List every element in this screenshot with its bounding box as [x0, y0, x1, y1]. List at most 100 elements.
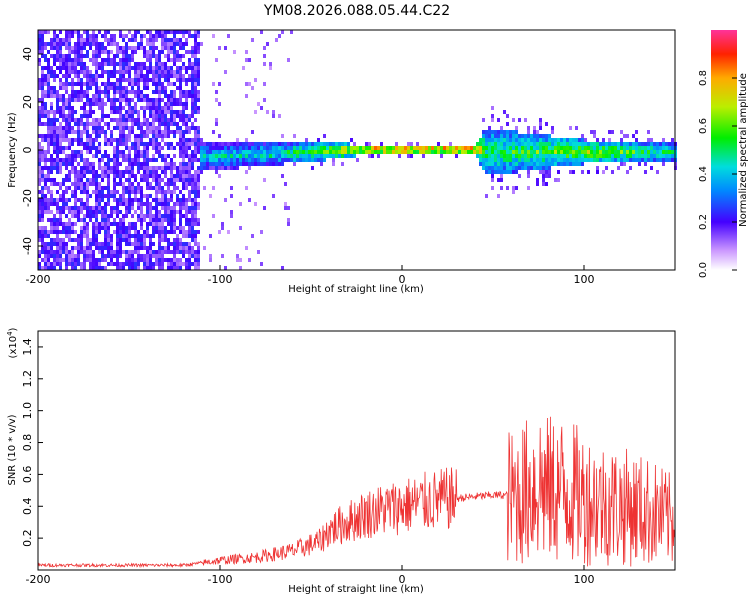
heat-cell: [65, 98, 68, 102]
heat-cell: [332, 162, 335, 166]
heat-cell: [551, 126, 554, 130]
heat-cell: [59, 50, 62, 54]
heat-cell: [311, 166, 314, 170]
heat-cell: [164, 70, 167, 74]
heat-cell: [218, 134, 221, 138]
heat-cell: [56, 158, 59, 162]
heat-cell: [89, 194, 92, 198]
heat-cell: [257, 146, 260, 150]
heat-cell: [71, 226, 74, 230]
heat-cell: [137, 158, 140, 162]
heat-cell: [119, 126, 122, 130]
heat-cell: [110, 258, 113, 262]
heat-cell: [449, 150, 452, 154]
heat-cell: [146, 266, 149, 270]
heat-cell: [653, 150, 656, 154]
heat-cell: [134, 198, 137, 202]
heat-cell: [71, 110, 74, 114]
heat-cell: [56, 166, 59, 170]
heat-cell: [143, 170, 146, 174]
heat-cell: [83, 66, 86, 70]
heat-cell: [137, 134, 140, 138]
heat-cell: [95, 190, 98, 194]
heat-cell: [488, 142, 491, 146]
heat-cell: [266, 42, 269, 46]
heat-cell: [188, 118, 191, 122]
heat-cell: [173, 250, 176, 254]
heat-cell: [203, 150, 206, 154]
heat-cell: [656, 142, 659, 146]
heat-cell: [263, 54, 266, 58]
heat-cell: [194, 58, 197, 62]
heat-cell: [122, 266, 125, 270]
heat-cell: [158, 70, 161, 74]
heat-cell: [119, 242, 122, 246]
heat-cell: [92, 250, 95, 254]
heat-cell: [173, 178, 176, 182]
heat-cell: [47, 86, 50, 90]
heat-cell: [95, 78, 98, 82]
heat-cell: [86, 42, 89, 46]
heat-cell: [68, 110, 71, 114]
heat-cell: [146, 222, 149, 226]
heat-cell: [146, 182, 149, 186]
heat-cell: [128, 254, 131, 258]
heat-cell: [275, 38, 278, 42]
heat-cell: [227, 34, 230, 38]
heat-cell: [113, 54, 116, 58]
heat-cell: [119, 198, 122, 202]
heat-cell: [194, 214, 197, 218]
heat-cell: [578, 158, 581, 162]
heat-cell: [170, 98, 173, 102]
heat-cell: [98, 190, 101, 194]
heat-cell: [485, 138, 488, 142]
heat-cell: [452, 150, 455, 154]
heat-cell: [107, 242, 110, 246]
heat-cell: [113, 222, 116, 226]
heat-cell: [488, 130, 491, 134]
heat-cell: [38, 178, 41, 182]
heat-cell: [113, 254, 116, 258]
heat-cell: [77, 182, 80, 186]
heat-cell: [668, 150, 671, 154]
heat-cell: [83, 110, 86, 114]
heat-cell: [500, 150, 503, 154]
heat-cell: [80, 42, 83, 46]
heat-cell: [155, 106, 158, 110]
heat-cell: [185, 126, 188, 130]
heat-cell: [149, 62, 152, 66]
heat-cell: [167, 50, 170, 54]
heat-cell: [83, 142, 86, 146]
heat-cell: [131, 262, 134, 266]
heat-cell: [617, 146, 620, 150]
heat-cell: [149, 70, 152, 74]
heat-cell: [446, 150, 449, 154]
heat-cell: [146, 246, 149, 250]
heat-cell: [143, 98, 146, 102]
heat-cell: [152, 234, 155, 238]
heat-cell: [251, 38, 254, 42]
heat-cell: [131, 126, 134, 130]
heat-cell: [53, 202, 56, 206]
heat-cell: [98, 146, 101, 150]
heat-cell: [191, 230, 194, 234]
heat-cell: [158, 102, 161, 106]
heat-cell: [47, 218, 50, 222]
heat-cell: [158, 186, 161, 190]
heat-cell: [302, 154, 305, 158]
heat-cell: [176, 114, 179, 118]
heat-cell: [101, 126, 104, 130]
heat-cell: [389, 150, 392, 154]
heat-cell: [80, 50, 83, 54]
heat-cell: [131, 142, 134, 146]
heat-cell: [86, 118, 89, 122]
heat-cell: [152, 46, 155, 50]
heat-cell: [164, 174, 167, 178]
heat-cell: [134, 266, 137, 270]
heat-cell: [185, 210, 188, 214]
heat-cell: [98, 54, 101, 58]
heat-cell: [119, 34, 122, 38]
heat-cell: [242, 142, 245, 146]
heat-cell: [272, 162, 275, 166]
heat-cell: [188, 178, 191, 182]
